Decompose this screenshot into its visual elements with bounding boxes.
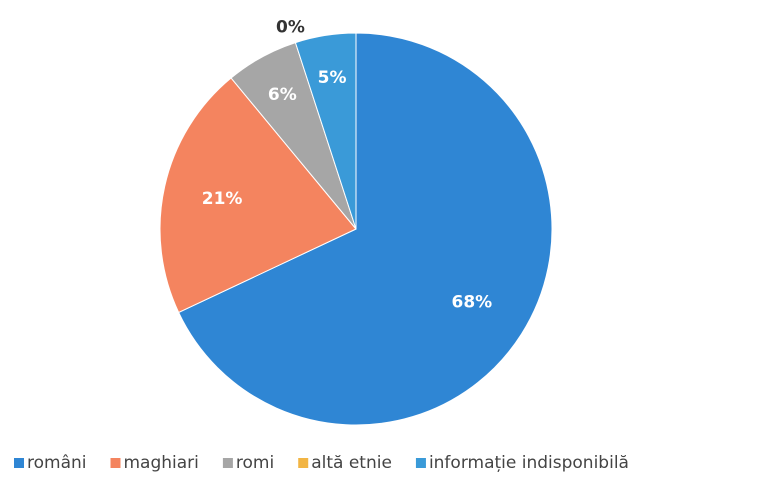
legend-swatch bbox=[110, 458, 121, 468]
legend-label: romi bbox=[236, 453, 274, 473]
data-label: 0% bbox=[276, 17, 305, 37]
data-label: 21% bbox=[202, 189, 243, 209]
data-label: 6% bbox=[268, 85, 297, 105]
legend-label: maghiari bbox=[124, 453, 199, 473]
legend-label: altă etnie bbox=[311, 453, 392, 473]
legend-swatch bbox=[222, 458, 233, 468]
data-label: 68% bbox=[451, 293, 492, 313]
legend-label: informație indisponibilă bbox=[429, 453, 629, 473]
data-label: 5% bbox=[318, 68, 347, 88]
legend-swatch bbox=[415, 458, 426, 468]
legend-label: români bbox=[27, 453, 87, 473]
pie-slice bbox=[294, 32, 357, 230]
legend-swatch bbox=[14, 458, 24, 468]
pie-slice bbox=[159, 77, 357, 314]
pie-slice bbox=[177, 32, 553, 426]
legend-swatch bbox=[298, 458, 309, 468]
